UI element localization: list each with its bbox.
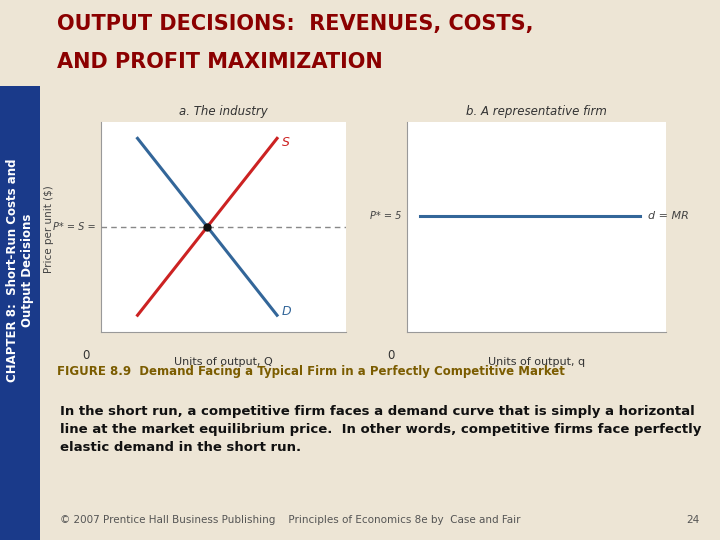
Text: OUTPUT DECISIONS:  REVENUES, COSTS,: OUTPUT DECISIONS: REVENUES, COSTS,: [57, 14, 533, 34]
Bar: [0, 86, 40, 540]
Text: AND PROFIT MAXIMIZATION: AND PROFIT MAXIMIZATION: [57, 52, 382, 72]
Text: 0: 0: [82, 349, 90, 362]
Text: Demand Facing a Typical Firm in a Perfectly Competitive Market: Demand Facing a Typical Firm in a Perfec…: [132, 364, 565, 378]
Text: d = MR: d = MR: [648, 211, 689, 221]
Text: © 2007 Prentice Hall Business Publishing    Principles of Economics 8e by  Case : © 2007 Prentice Hall Business Publishing…: [60, 515, 521, 525]
Text: In the short run, a competitive firm faces a demand curve that is simply a horiz: In the short run, a competitive firm fac…: [60, 404, 701, 454]
Text: Price per unit ($): Price per unit ($): [44, 186, 54, 273]
Text: P* = S =: P* = S =: [53, 222, 96, 232]
Text: D: D: [282, 305, 292, 318]
Title: a. The industry: a. The industry: [179, 105, 268, 118]
Text: P* = 5: P* = 5: [370, 211, 402, 221]
Text: Units of output, Q: Units of output, Q: [174, 357, 273, 367]
Text: 24: 24: [686, 515, 700, 525]
Text: CHAPTER 8:  Short-Run Costs and
Output Decisions: CHAPTER 8: Short-Run Costs and Output De…: [6, 158, 34, 382]
Text: S: S: [282, 136, 290, 149]
Title: b. A representative firm: b. A representative firm: [466, 105, 607, 118]
Text: Units of output, q: Units of output, q: [488, 357, 585, 367]
Text: FIGURE 8.9: FIGURE 8.9: [57, 364, 131, 378]
Text: 0: 0: [387, 349, 395, 362]
